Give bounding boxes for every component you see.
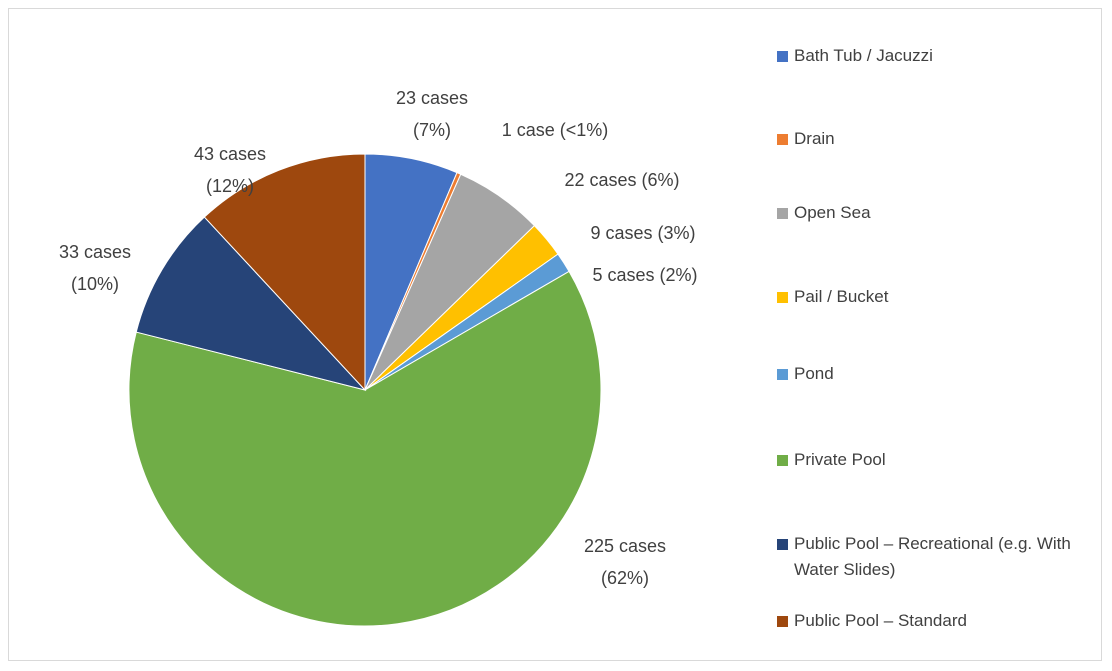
legend-swatch bbox=[777, 616, 788, 627]
legend-item: Public Pool – Recreational (e.g. With Wa… bbox=[777, 531, 1077, 583]
legend-item: Bath Tub / Jacuzzi bbox=[777, 43, 1077, 69]
data-label: 1 case (<1%) bbox=[501, 120, 609, 140]
legend-swatch bbox=[777, 455, 788, 466]
pie-slice bbox=[128, 270, 602, 627]
pie-slice bbox=[135, 216, 367, 391]
legend-item: Pail / Bucket bbox=[777, 284, 1077, 310]
data-label: 23 cases (7%) bbox=[395, 88, 469, 140]
data-label: 5 cases (2%) bbox=[592, 265, 698, 285]
data-label: 43 cases (12%) bbox=[193, 144, 267, 196]
legend-item: Drain bbox=[777, 126, 1077, 152]
legend-item: Public Pool – Standard bbox=[777, 608, 1077, 634]
legend-label: Public Pool – Standard bbox=[794, 611, 967, 630]
legend-label: Pond bbox=[794, 364, 834, 383]
chart-frame bbox=[8, 8, 1102, 661]
legend-item: Private Pool bbox=[777, 447, 1077, 473]
legend-swatch bbox=[777, 51, 788, 62]
pie-slice bbox=[203, 153, 366, 392]
data-label: 9 cases (3%) bbox=[590, 223, 696, 243]
legend-label: Public Pool – Recreational (e.g. With Wa… bbox=[794, 534, 1071, 579]
legend-item: Pond bbox=[777, 361, 1077, 387]
data-label: 33 cases (10%) bbox=[58, 242, 132, 294]
legend-swatch bbox=[777, 539, 788, 550]
legend-label: Pail / Bucket bbox=[794, 287, 889, 306]
data-label: 225 cases (62%) bbox=[583, 536, 667, 588]
legend-label: Open Sea bbox=[794, 203, 871, 222]
legend-label: Private Pool bbox=[794, 450, 886, 469]
legend-item: Open Sea bbox=[777, 200, 1077, 226]
legend-label: Drain bbox=[794, 129, 835, 148]
legend-swatch bbox=[777, 369, 788, 380]
legend-label: Bath Tub / Jacuzzi bbox=[794, 46, 933, 65]
legend-swatch bbox=[777, 134, 788, 145]
legend-swatch bbox=[777, 208, 788, 219]
data-label: 22 cases (6%) bbox=[564, 170, 680, 190]
legend-swatch bbox=[777, 292, 788, 303]
